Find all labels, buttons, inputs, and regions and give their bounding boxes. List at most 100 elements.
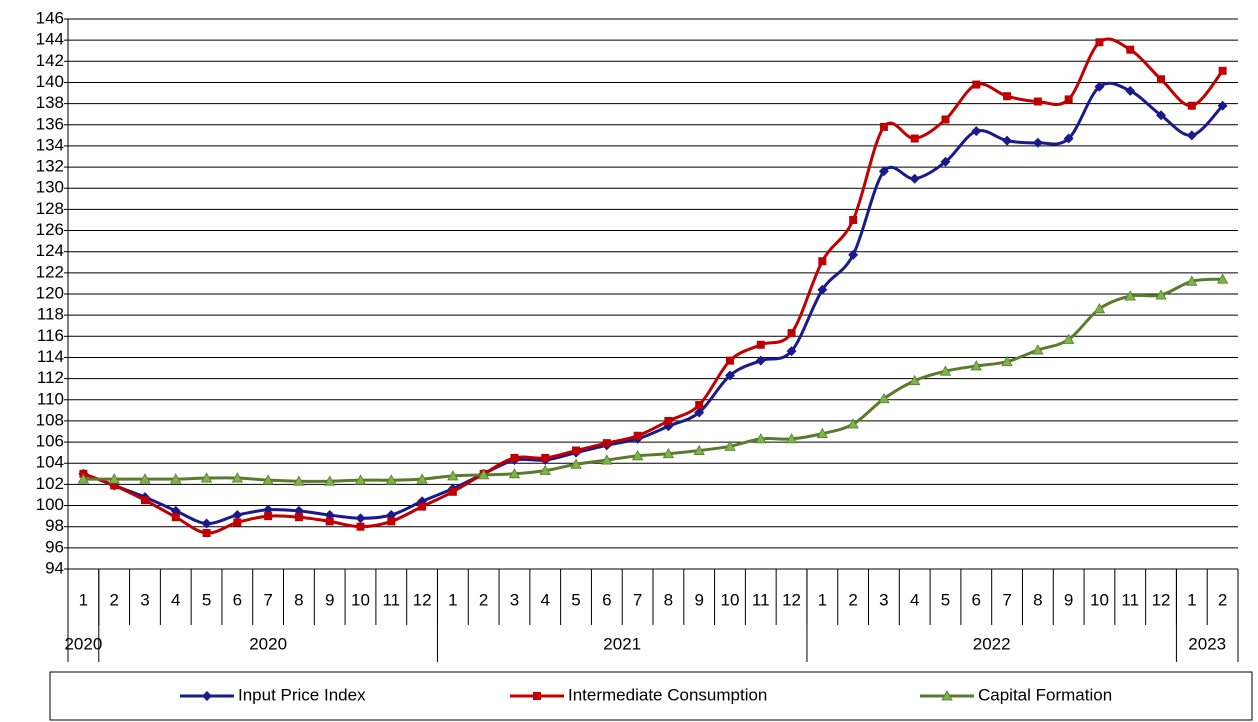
x-tick-label: 7 bbox=[1002, 590, 1011, 609]
data-point bbox=[233, 518, 242, 527]
x-tick-label: 3 bbox=[879, 590, 888, 609]
data-point bbox=[1125, 85, 1136, 96]
group-label: 2021 bbox=[603, 634, 641, 653]
data-point bbox=[1186, 275, 1198, 286]
data-point bbox=[909, 173, 920, 184]
x-tick-label: 10 bbox=[1090, 590, 1109, 609]
x-tick-label: 8 bbox=[294, 590, 303, 609]
legend-box bbox=[49, 671, 1253, 721]
data-point bbox=[693, 444, 705, 455]
y-tick-label: 118 bbox=[37, 305, 64, 324]
data-point bbox=[631, 450, 644, 461]
data-point bbox=[848, 249, 859, 260]
data-point bbox=[110, 481, 119, 490]
x-tick-label: 6 bbox=[972, 590, 981, 609]
data-point bbox=[1064, 95, 1073, 104]
data-point bbox=[909, 374, 921, 386]
y-tick-label: 132 bbox=[36, 157, 64, 176]
x-tick-label: 11 bbox=[382, 590, 400, 609]
data-point bbox=[1155, 289, 1167, 300]
data-point bbox=[939, 365, 952, 376]
data-point bbox=[755, 433, 767, 444]
x-tick-label: 8 bbox=[1033, 590, 1042, 609]
x-tick-label: 7 bbox=[263, 590, 272, 609]
x-tick-label: 12 bbox=[782, 590, 801, 609]
x-tick-label: 2 bbox=[109, 590, 118, 609]
legend-marker bbox=[533, 692, 541, 700]
y-tick-label: 120 bbox=[36, 283, 64, 302]
data-point bbox=[941, 115, 950, 124]
y-tick-label: 136 bbox=[36, 114, 64, 133]
x-tick-label: 3 bbox=[510, 590, 519, 609]
data-point bbox=[385, 474, 397, 485]
data-point bbox=[448, 487, 457, 496]
data-point bbox=[756, 340, 765, 349]
x-tick-label: 2 bbox=[479, 590, 488, 609]
data-point bbox=[356, 522, 365, 531]
data-point bbox=[231, 472, 244, 483]
x-tick-label: 12 bbox=[1152, 590, 1171, 609]
data-point bbox=[477, 469, 490, 480]
data-point bbox=[325, 517, 334, 526]
data-point bbox=[818, 257, 827, 266]
series-line bbox=[83, 277, 1223, 483]
y-tick-label: 138 bbox=[36, 93, 64, 112]
y-tick-label: 142 bbox=[36, 51, 64, 70]
data-point bbox=[201, 518, 212, 529]
y-tick-label: 146 bbox=[36, 8, 64, 27]
y-tick-label: 112 bbox=[37, 368, 64, 387]
data-point bbox=[354, 474, 367, 485]
y-tick-label: 94 bbox=[45, 558, 64, 577]
data-point bbox=[847, 418, 859, 429]
x-tick-label: 11 bbox=[1121, 590, 1139, 609]
x-tick-label: 7 bbox=[633, 590, 642, 609]
x-tick-label: 6 bbox=[602, 590, 611, 609]
data-point bbox=[910, 134, 919, 143]
data-point bbox=[602, 439, 611, 448]
data-point bbox=[724, 370, 735, 381]
x-tick-label: 1 bbox=[448, 590, 457, 609]
y-tick-label: 98 bbox=[45, 516, 64, 535]
data-point bbox=[1062, 333, 1075, 344]
data-point bbox=[1217, 100, 1228, 111]
data-point bbox=[786, 346, 797, 357]
y-tick-label: 100 bbox=[36, 495, 64, 514]
x-tick-label: 9 bbox=[325, 590, 334, 609]
legend-label: Intermediate Consumption bbox=[568, 685, 767, 704]
data-point bbox=[387, 517, 396, 526]
data-point bbox=[416, 473, 428, 484]
data-point bbox=[447, 470, 459, 481]
data-point bbox=[170, 473, 182, 484]
data-point bbox=[662, 447, 675, 459]
x-tick-label: 5 bbox=[571, 590, 580, 609]
data-point bbox=[1063, 133, 1074, 144]
data-point bbox=[1187, 101, 1196, 110]
data-point bbox=[294, 513, 303, 522]
x-tick-label: 1 bbox=[818, 590, 827, 609]
data-point bbox=[140, 496, 149, 505]
y-tick-label: 122 bbox=[36, 262, 64, 281]
y-tick-label: 124 bbox=[36, 241, 64, 260]
data-point bbox=[694, 407, 705, 418]
y-tick-label: 96 bbox=[45, 537, 64, 556]
data-point bbox=[1003, 92, 1012, 101]
data-point bbox=[77, 473, 90, 484]
data-point bbox=[971, 126, 982, 137]
legend-marker bbox=[941, 690, 953, 701]
y-tick-label: 114 bbox=[37, 347, 64, 366]
x-tick-label: 2 bbox=[1218, 590, 1227, 609]
data-point bbox=[108, 473, 120, 484]
data-point bbox=[1218, 66, 1227, 75]
x-tick-label: 10 bbox=[351, 590, 370, 609]
data-point bbox=[262, 474, 274, 485]
y-tick-label: 102 bbox=[36, 474, 64, 493]
y-tick-label: 130 bbox=[36, 178, 64, 197]
data-point bbox=[1002, 135, 1013, 146]
x-tick-label: 6 bbox=[233, 590, 242, 609]
data-point bbox=[1093, 302, 1106, 314]
data-point bbox=[816, 427, 829, 439]
data-point bbox=[1124, 290, 1136, 301]
data-point bbox=[972, 80, 981, 89]
data-point bbox=[755, 355, 766, 366]
